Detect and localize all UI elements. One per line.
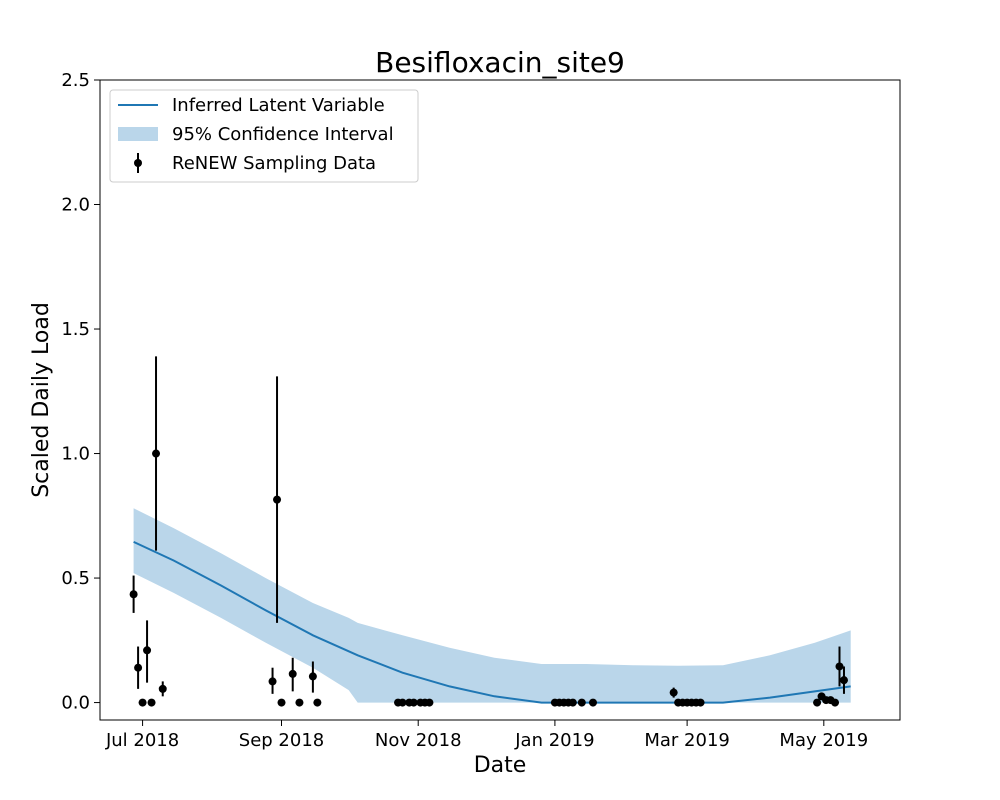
data-point (295, 698, 304, 707)
latent-line-layer (133, 540, 851, 704)
data-point (409, 698, 418, 707)
latent-variable-line (133, 540, 851, 704)
data-point (835, 662, 844, 671)
y-tick-label: 1.0 (61, 444, 90, 465)
data-point (308, 672, 317, 681)
sampling-points-layer (129, 356, 848, 707)
data-point (138, 698, 147, 707)
data-point (147, 698, 156, 707)
data-point (152, 449, 161, 458)
data-point (268, 677, 277, 686)
y-tick-label: 2.5 (61, 70, 90, 91)
y-tick-label: 0.5 (61, 568, 90, 589)
y-tick-label: 2.0 (61, 195, 90, 216)
data-point (839, 676, 848, 685)
data-point (813, 698, 822, 707)
chart-title: Besifloxacin_site9 (375, 46, 625, 79)
plot-frame (99, 79, 901, 721)
legend-label-data: ReNEW Sampling Data (172, 153, 376, 174)
data-point (143, 646, 152, 655)
x-tick-label: Nov 2018 (375, 730, 462, 751)
data-point (134, 663, 143, 672)
x-tick-label: Mar 2019 (644, 730, 730, 751)
data-point (398, 698, 407, 707)
data-point (313, 698, 322, 707)
confidence-band (133, 508, 851, 703)
confidence-band-layer (133, 508, 851, 703)
legend-box (109, 89, 419, 183)
data-point (669, 688, 678, 697)
x-tick-label: Jul 2018 (105, 730, 179, 751)
legend-label-latent: Inferred Latent Variable (172, 95, 385, 116)
data-point (425, 698, 434, 707)
data-point (158, 684, 167, 693)
data-point (577, 698, 586, 707)
y-tick-label: 1.5 (61, 319, 90, 340)
data-point (288, 669, 297, 678)
legend-band-swatch (118, 127, 158, 141)
legend: Inferred Latent Variable 95% Confidence … (109, 89, 419, 183)
data-point (129, 590, 138, 599)
x-axis: Jul 2018 Sep 2018 Nov 2018 Jan 2019 Mar 2019… (105, 720, 868, 751)
data-point (696, 698, 705, 707)
y-tick-label: 0.0 (61, 693, 90, 714)
x-axis-title: Date (474, 753, 527, 778)
data-point (588, 698, 597, 707)
data-point (568, 698, 577, 707)
data-point (273, 495, 282, 504)
x-tick-label: May 2019 (779, 730, 868, 751)
legend-point-swatch (134, 159, 142, 167)
y-axis-title: Scaled Daily Load (29, 302, 54, 498)
data-point (831, 698, 840, 707)
data-point (277, 698, 286, 707)
x-tick-label: Sep 2018 (239, 730, 324, 751)
legend-label-ci: 95% Confidence Interval (172, 124, 394, 145)
y-axis: 0.0 0.5 1.0 1.5 2.0 2.5 (61, 70, 100, 714)
x-tick-label: Jan 2019 (514, 730, 594, 751)
